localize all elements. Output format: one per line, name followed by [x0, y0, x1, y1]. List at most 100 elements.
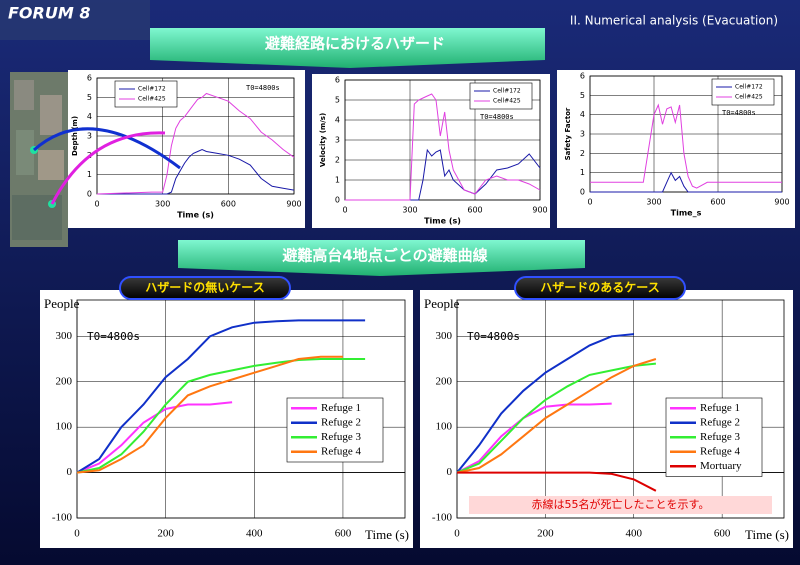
x-tick-label: 300	[155, 200, 170, 209]
y-axis-label: Velocity (m/s)	[319, 113, 327, 167]
y-tick-label: 6	[87, 74, 92, 83]
y-tick-label: 100	[436, 421, 453, 433]
x-tick-label: 600	[710, 198, 725, 207]
note: 赤線は55名が死亡したことを示す。	[532, 497, 710, 511]
case-label-bg	[119, 276, 291, 300]
x-tick-label: 600	[221, 200, 236, 209]
legend-label: Cell#425	[735, 94, 763, 101]
banner	[178, 240, 585, 276]
y-tick-label: 0	[87, 190, 92, 199]
y-tick-label: -100	[432, 512, 453, 524]
x-axis-label: Time_s	[671, 209, 702, 218]
series-line	[76, 358, 366, 474]
note-box	[469, 496, 772, 514]
legend-label: Refuge 4	[700, 445, 741, 457]
legend-box	[711, 78, 775, 106]
y-axis-label: Depth (m)	[71, 116, 79, 156]
y-axis-label: Safety Factor	[564, 107, 572, 160]
x-tick-label: 0	[454, 528, 460, 540]
y-tick-label: 1	[87, 170, 92, 179]
map	[10, 72, 68, 247]
legend-box	[469, 82, 533, 110]
y-tick-label: 1	[335, 176, 340, 185]
logo: FORUM 8	[8, 4, 90, 23]
banner	[150, 28, 545, 68]
header-bg	[0, 0, 150, 40]
series-line	[456, 402, 612, 474]
series-line	[456, 333, 634, 474]
series-line	[456, 358, 657, 474]
x-axis-label: Time (s)	[745, 527, 789, 542]
series-line	[590, 171, 782, 193]
legend-label: Refuge 3	[700, 431, 741, 443]
y-tick-label: 3	[87, 132, 92, 141]
x-tick-label: 900	[286, 200, 301, 209]
legend-label: Refuge 2	[321, 416, 361, 428]
x-tick-label: 900	[774, 198, 789, 207]
y-tick-label: 300	[436, 330, 453, 342]
y-tick-label: 4	[580, 110, 585, 119]
y-tick-label: 3	[335, 136, 340, 145]
y-tick-label: 4	[87, 112, 92, 121]
legend-label: Refuge 1	[700, 402, 740, 414]
series-line	[345, 93, 541, 201]
x-tick-label: 300	[402, 206, 417, 215]
x-tick-label: 0	[94, 200, 99, 209]
y-axis-label: People	[44, 296, 80, 311]
series-line	[76, 319, 366, 474]
x-tick-label: 200	[537, 528, 554, 540]
annotation: T0=4800s	[722, 109, 756, 117]
y-tick-label: 0	[335, 196, 340, 205]
annotation: T0=4800s	[246, 84, 280, 92]
y-tick-label: 1	[580, 168, 585, 177]
x-tick-label: 200	[157, 528, 174, 540]
series-line	[590, 103, 782, 189]
y-tick-label: 5	[87, 93, 92, 102]
banner-text: 避難高台4地点ごとの避難曲線	[282, 247, 487, 265]
series-line	[457, 471, 657, 492]
legend-label: Cell#172	[735, 84, 763, 91]
y-tick-label: 5	[580, 91, 585, 100]
y-tick-label: 5	[335, 96, 340, 105]
x-tick-label: 600	[714, 528, 731, 540]
x-tick-label: 400	[626, 528, 643, 540]
x-tick-label: 0	[74, 528, 80, 540]
y-tick-label: 300	[56, 330, 73, 342]
legend-label: Refuge 4	[321, 445, 362, 457]
legend-label: Cell#172	[138, 86, 166, 93]
case-label: ハザードのあるケース	[540, 281, 659, 295]
y-axis-label: People	[424, 296, 460, 311]
legend-label: Refuge 3	[321, 431, 362, 443]
x-tick-label: 0	[587, 198, 592, 207]
section-title: II. Numerical analysis (Evacuation)	[570, 14, 778, 28]
y-tick-label: 100	[56, 421, 73, 433]
x-tick-label: 0	[342, 206, 347, 215]
x-tick-label: 600	[467, 206, 482, 215]
case-label: ハザードの無いケース	[145, 280, 264, 295]
annotation: T0=4800s	[467, 330, 520, 343]
y-tick-label: 0	[67, 466, 73, 478]
y-tick-label: 6	[335, 76, 340, 85]
legend-label: Cell#172	[493, 88, 521, 95]
y-tick-label: 6	[580, 72, 585, 81]
legend-label: Mortuary	[700, 460, 742, 472]
series-line	[456, 362, 657, 474]
x-tick-label: 300	[646, 198, 661, 207]
y-tick-label: 200	[56, 375, 73, 387]
y-tick-label: 200	[436, 375, 453, 387]
arrow	[50, 131, 166, 205]
series-line	[345, 148, 541, 201]
y-tick-label: 4	[335, 116, 340, 125]
series-line	[96, 92, 295, 195]
legend-label: Cell#425	[138, 96, 166, 103]
x-tick-label: 900	[532, 206, 547, 215]
annotation: T0=4800s	[480, 113, 514, 121]
legend-box	[114, 80, 178, 108]
y-tick-label: 0	[447, 466, 453, 478]
x-tick-label: 400	[246, 528, 263, 540]
legend-label: Refuge 1	[321, 402, 361, 414]
y-tick-label: 2	[580, 149, 585, 158]
x-axis-label: Time (s)	[177, 211, 214, 220]
x-axis-label: Time (s)	[424, 217, 461, 226]
